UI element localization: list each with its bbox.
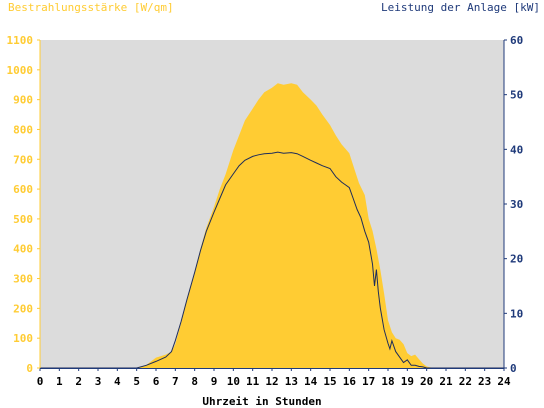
right-tick-label: 50 [510,89,523,102]
x-tick-label: 1 [56,375,63,388]
x-tick-label: 9 [211,375,218,388]
right-tick-label: 20 [510,253,523,266]
left-axis-title: Bestrahlungsstärke [W/qm] [8,1,174,14]
x-axis-ticks: 0 1 2 3 4 5 6 7 8 9 10 11 12 13 14 15 16 17 18 19 20 21 22 23 24 [37,368,511,388]
x-tick-label: 11 [246,375,260,388]
left-tick-label: 100 [13,332,33,345]
left-tick-label: 1000 [7,64,34,77]
x-tick-label: 17 [362,375,375,388]
x-tick-label: 6 [153,375,160,388]
x-tick-label: 2 [75,375,82,388]
power-line [40,151,504,369]
left-tick-label: 1100 [7,34,34,47]
left-tick-label: 700 [13,153,33,166]
left-tick-label: 900 [13,94,33,107]
x-tick-label: 4 [114,375,121,388]
left-tick-label: 0 [26,362,33,375]
right-tick-label: 0 [510,362,517,375]
x-tick-label: 10 [227,375,240,388]
x-tick-label: 21 [439,375,453,388]
right-tick-label: 30 [510,198,523,211]
right-axis-ticks: 0 10 20 30 40 50 60 [504,34,523,375]
x-tick-label: 18 [381,375,394,388]
left-axis-ticks: 0 100 200 300 400 500 600 700 800 900 1000 1100 [7,34,40,375]
x-tick-label: 23 [478,375,491,388]
x-axis-label: Uhrzeit in Stunden [202,395,321,408]
x-tick-label: 15 [323,375,336,388]
x-tick-label: 24 [497,375,511,388]
x-tick-label: 7 [172,375,179,388]
x-tick-label: 19 [401,375,414,388]
x-tick-label: 12 [265,375,278,388]
right-axis-title: Leistung der Anlage [kW] [381,1,540,14]
right-tick-label: 40 [510,143,523,156]
x-tick-label: 20 [420,375,433,388]
x-tick-label: 16 [343,375,357,388]
left-tick-label: 400 [13,243,33,256]
right-tick-label: 60 [510,34,523,47]
left-tick-label: 800 [13,123,33,136]
left-tick-label: 300 [13,273,33,286]
x-tick-label: 13 [285,375,298,388]
x-tick-label: 3 [95,375,102,388]
left-tick-label: 200 [13,302,33,315]
irradiance-area [40,83,504,368]
x-tick-label: 0 [37,375,44,388]
x-tick-label: 14 [304,375,318,388]
left-tick-label: 600 [13,183,33,196]
left-tick-label: 500 [13,213,33,226]
x-tick-label: 22 [459,375,472,388]
x-tick-label: 5 [133,375,140,388]
right-tick-label: 10 [510,307,523,320]
x-tick-label: 8 [191,375,198,388]
